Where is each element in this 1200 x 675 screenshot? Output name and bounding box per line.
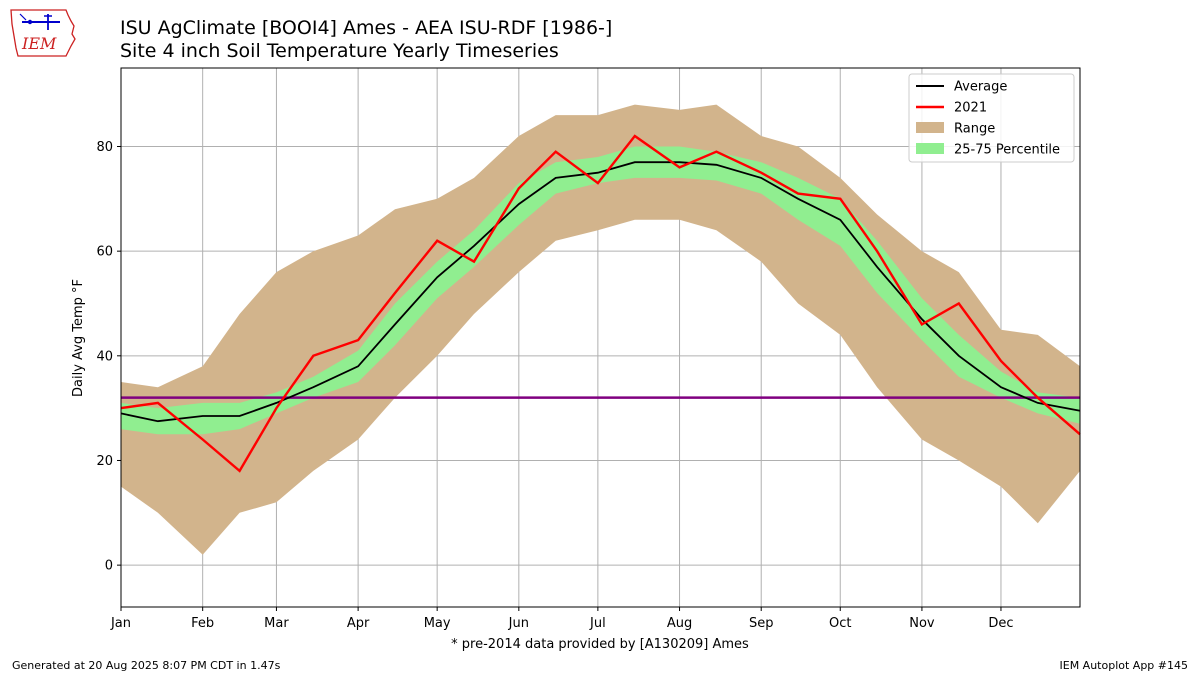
x-tick-label: Jul bbox=[589, 616, 606, 631]
plot-frame bbox=[120, 67, 1081, 608]
x-tick-label: Aug bbox=[667, 616, 692, 631]
legend-label: 2021 bbox=[954, 101, 987, 116]
y-axis-label: Daily Avg Temp °F bbox=[71, 279, 86, 397]
x-tick-label: Jun bbox=[508, 616, 529, 631]
x-tick-label: May bbox=[424, 616, 451, 631]
y-tick-label: 0 bbox=[105, 559, 113, 574]
iowa-map-icon: IEM bbox=[10, 9, 76, 57]
logo-text: IEM bbox=[21, 34, 57, 53]
app-label: IEM Autoplot App #145 bbox=[1059, 659, 1189, 672]
generated-timestamp: Generated at 20 Aug 2025 8:07 PM CDT in … bbox=[12, 659, 281, 672]
legend-swatch bbox=[916, 122, 944, 133]
year-2021-series-line bbox=[120, 134, 1081, 473]
chart-title: ISU AgClimate [BOOI4] Ames - AEA ISU-RDF… bbox=[120, 17, 613, 39]
iem-logo: IEM bbox=[8, 6, 80, 60]
legend-swatch bbox=[916, 143, 944, 154]
x-tick-label: Jan bbox=[110, 616, 131, 631]
x-tick-label: Sep bbox=[749, 616, 774, 631]
x-tick-label: Oct bbox=[829, 616, 851, 631]
y-tick-label: 80 bbox=[96, 140, 113, 155]
x-axis-label: * pre-2014 data provided by [A130209] Am… bbox=[451, 637, 749, 652]
y-tick-label: 40 bbox=[96, 349, 113, 364]
series-line-layer bbox=[120, 134, 1081, 473]
legend-label: Range bbox=[954, 122, 995, 137]
average-series-line bbox=[120, 161, 1081, 423]
x-tick-label: Mar bbox=[264, 616, 289, 631]
x-tick-label: Apr bbox=[347, 616, 370, 631]
x-tick-label: Feb bbox=[191, 616, 214, 631]
y-tick-label: 60 bbox=[96, 245, 113, 260]
tick-layer: Jan Feb Mar Apr May Jun Jul Aug Sep Oct Nov Dec 0 20 4… bbox=[96, 140, 1013, 631]
chart-subtitle: Site 4 inch Soil Temperature Yearly Time… bbox=[120, 40, 559, 62]
x-tick-label: Dec bbox=[988, 616, 1013, 631]
y-tick-label: 20 bbox=[96, 454, 113, 469]
legend-label: Average bbox=[954, 80, 1007, 95]
x-tick-label: Nov bbox=[909, 616, 935, 631]
legend-label: 25-75 Percentile bbox=[954, 143, 1060, 158]
legend: Average 2021 Range 25-75 Percentile bbox=[908, 73, 1075, 163]
